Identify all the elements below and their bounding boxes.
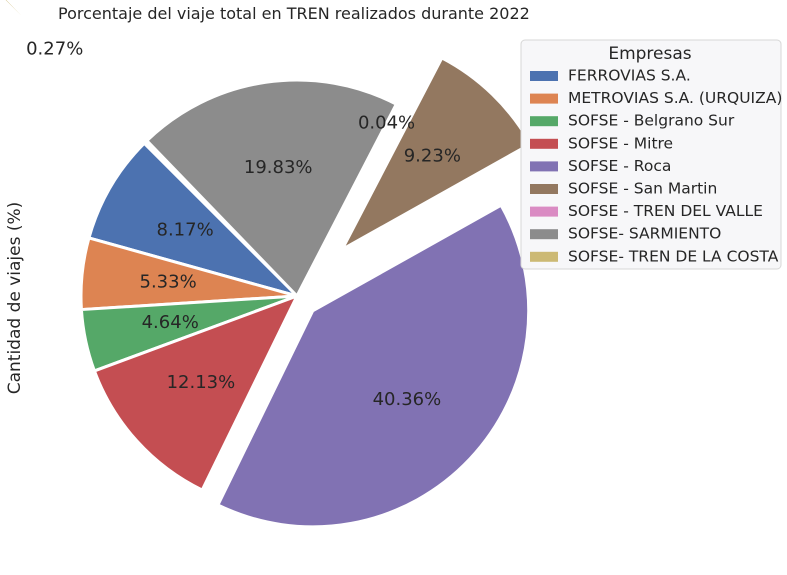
chart-title: Porcentaje del viaje total en TREN reali…: [58, 4, 530, 23]
pie-slice-0: [87, 141, 299, 298]
legend-label-3: SOFSE - Mitre: [568, 134, 673, 152]
legend-label-1: METROVIAS S.A. (URQUIZA): [568, 89, 782, 107]
legend-swatch-2: [530, 116, 558, 127]
slice-label-4: 40.36%: [373, 389, 442, 410]
legend-swatch-1: [530, 93, 558, 104]
slice-label-6: 0.04%: [358, 112, 415, 133]
legend-label-6: SOFSE - TREN DEL VALLE: [568, 202, 763, 220]
y-axis-label: Cantidad de viajes (%): [5, 202, 25, 395]
slice-label-0: 8.17%: [157, 220, 214, 241]
legend: Empresas FERROVIAS S.A. METROVIAS S.A. (U…: [520, 39, 782, 270]
slice-label-8: 0.27%: [26, 39, 83, 60]
pie-slice-7: [145, 78, 398, 298]
pie-slices: [1, 0, 531, 529]
legend-swatch-7: [530, 229, 558, 240]
legend-frame: [520, 39, 782, 270]
legend-label-8: SOFSE- TREN DE LA COSTA: [568, 247, 779, 265]
slice-label-7: 19.83%: [244, 157, 313, 178]
slice-label-5: 9.23%: [404, 145, 461, 166]
legend-title: Empresas: [608, 44, 691, 64]
slice-label-1: 5.33%: [140, 271, 197, 292]
legend-swatch-4: [530, 161, 558, 172]
legend-label-4: SOFSE - Roca: [568, 157, 671, 175]
slice-label-3: 12.13%: [167, 372, 236, 393]
legend-swatch-5: [530, 184, 558, 194]
legend-label-7: SOFSE- SARMIENTO: [568, 225, 721, 243]
legend-swatch-0: [530, 71, 558, 81]
legend-swatch-3: [530, 138, 558, 149]
legend-swatch-6: [530, 206, 558, 217]
legend-label-2: SOFSE - Belgrano Sur: [568, 112, 735, 130]
legend-swatch-8: [530, 251, 558, 262]
pie-slice-3: [92, 294, 299, 492]
pie-slice-4: [216, 203, 531, 529]
pie-slice-labels: 8.17% 5.33% 4.64% 12.13% 40.36% 9.23% 0.04% 19.…: [26, 39, 461, 410]
pie-slice-8: [1, 0, 148, 144]
legend-label-0: FERROVIAS S.A.: [568, 67, 691, 85]
legend-label-5: SOFSE - San Martin: [568, 180, 717, 198]
slice-label-2: 4.64%: [142, 312, 199, 333]
